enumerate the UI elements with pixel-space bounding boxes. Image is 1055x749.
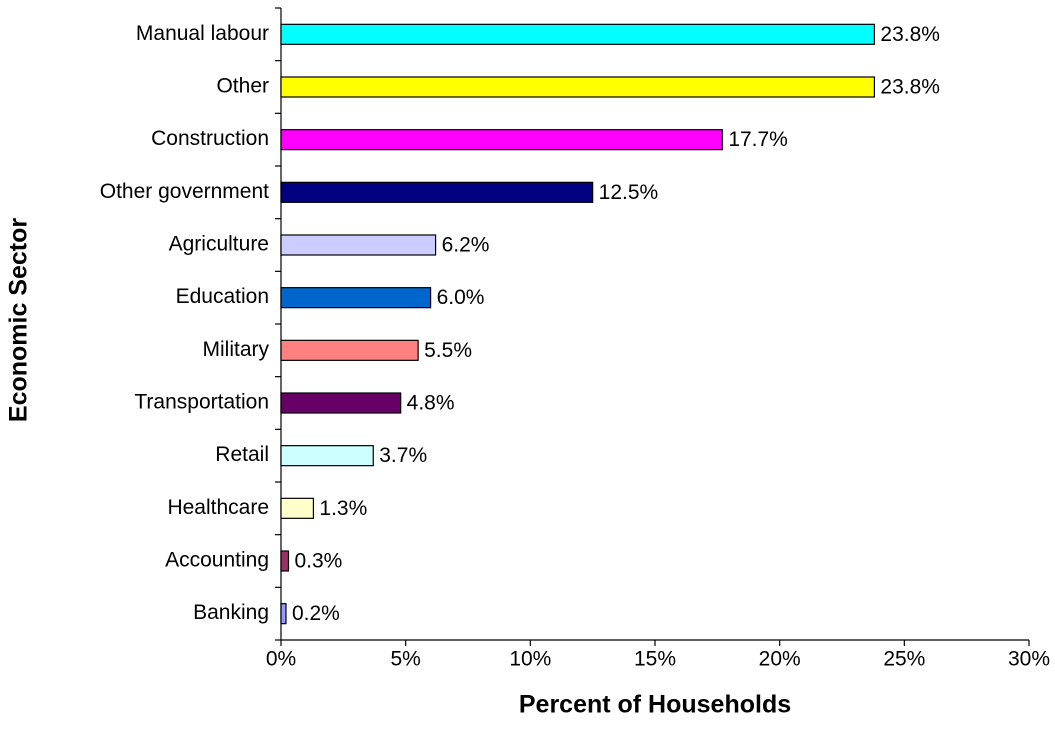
- bar: [280, 550, 290, 572]
- x-tick-label: 25%: [883, 648, 925, 671]
- data-label: 23.8%: [880, 76, 940, 99]
- y-tick-label: Accounting: [165, 549, 269, 572]
- bar: [280, 181, 594, 203]
- x-tick-label: 5%: [390, 648, 420, 671]
- bar: [280, 287, 432, 309]
- x-tick-label: 15%: [634, 648, 676, 671]
- x-tick-label: 10%: [509, 648, 551, 671]
- data-label: 17.7%: [728, 128, 788, 151]
- x-tick-label: 30%: [1008, 648, 1050, 671]
- data-label: 6.2%: [442, 234, 490, 257]
- data-label: 6.0%: [437, 286, 485, 309]
- data-label: 23.8%: [880, 23, 940, 46]
- y-tick-label: Healthcare: [167, 496, 269, 519]
- x-tick-label: 20%: [759, 648, 801, 671]
- y-tick-label: Banking: [193, 601, 269, 624]
- bar: [280, 339, 419, 361]
- y-tick-label: Military: [203, 338, 270, 361]
- y-tick-label: Other government: [100, 180, 269, 203]
- bar: [280, 445, 374, 467]
- bar: [280, 129, 723, 151]
- bar: [280, 23, 876, 45]
- bar: [280, 603, 287, 625]
- y-axis-title: Economic Sector: [5, 218, 33, 422]
- data-label: 4.8%: [407, 392, 455, 415]
- data-label: 0.2%: [292, 602, 340, 625]
- data-label: 12.5%: [599, 181, 659, 204]
- bar: [280, 497, 315, 519]
- y-tick-label: Manual labour: [136, 22, 269, 45]
- bar: [280, 76, 876, 98]
- x-tick-label: 0%: [266, 648, 296, 671]
- data-label: 1.3%: [319, 497, 367, 520]
- y-tick-label: Agriculture: [169, 233, 269, 256]
- data-label: 5.5%: [424, 339, 472, 362]
- bar: [280, 234, 437, 256]
- data-label: 3.7%: [379, 444, 427, 467]
- bar: [280, 392, 402, 414]
- data-label: 0.3%: [294, 550, 342, 573]
- x-axis-title: Percent of Households: [519, 691, 791, 719]
- y-tick-label: Construction: [151, 127, 269, 150]
- y-tick-label: Education: [176, 285, 269, 308]
- y-tick-label: Retail: [215, 443, 269, 466]
- y-tick-label: Transportation: [134, 391, 269, 414]
- y-tick-label: Other: [216, 75, 269, 98]
